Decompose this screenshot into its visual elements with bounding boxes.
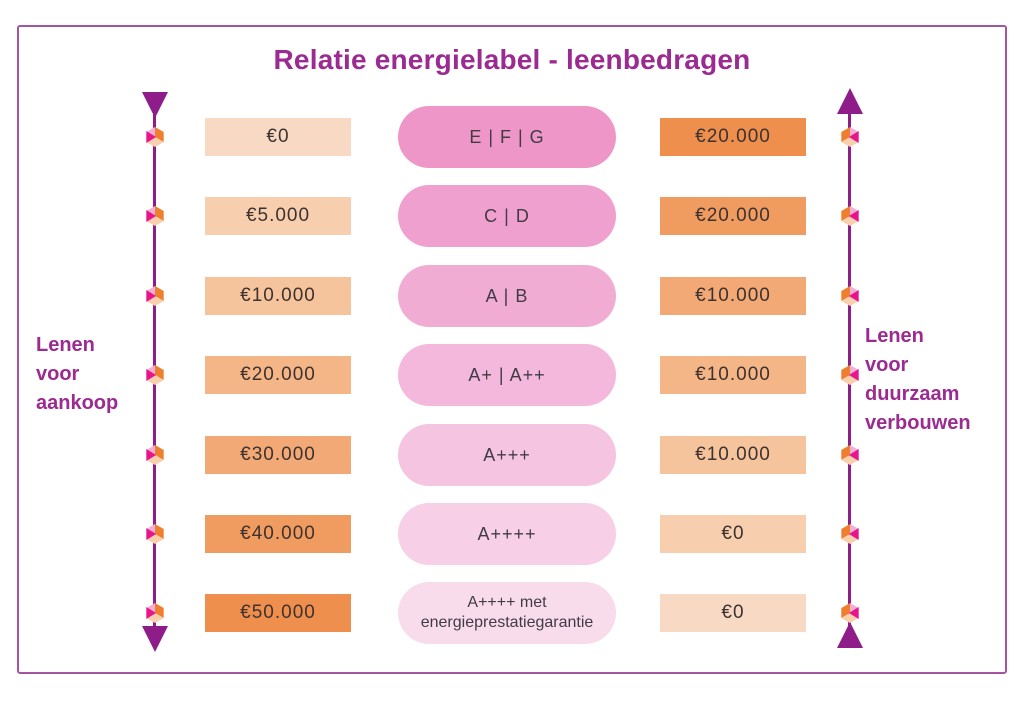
- energy-label-pill: A++++: [398, 503, 616, 565]
- axis-label-line: verbouwen: [865, 412, 971, 434]
- arrow-down-icon: [142, 626, 168, 652]
- cube-marker-icon: [841, 524, 859, 544]
- energy-label-pill: E | F | G: [398, 106, 616, 168]
- axis-label-line: voor: [36, 363, 80, 385]
- arrow-up-icon: [837, 622, 863, 648]
- cube-marker-icon: [841, 127, 859, 147]
- page-title: Relatie energielabel - leenbedragen: [273, 44, 751, 75]
- amount-box-aankoop: €40.000: [205, 515, 351, 553]
- axis-label-line: duurzaam: [865, 383, 960, 405]
- arrow-down-icon: [142, 92, 168, 118]
- cube-marker-icon: [146, 127, 164, 147]
- amount-box-verbouwen: €0: [660, 515, 806, 553]
- cube-marker-icon: [146, 286, 164, 306]
- amount-box-verbouwen: €0: [660, 594, 806, 632]
- axis-label-aankoop: Lenen voor aankoop: [36, 331, 118, 418]
- cube-marker-icon: [841, 365, 859, 385]
- energy-label-pill: A+++: [398, 424, 616, 486]
- axis-label-line: Lenen: [36, 334, 95, 356]
- axis-label-line: aankoop: [36, 392, 119, 414]
- axis-label-line: voor: [865, 354, 909, 376]
- amount-box-verbouwen: €20.000: [660, 197, 806, 235]
- amount-box-verbouwen: €10.000: [660, 277, 806, 315]
- cube-marker-icon: [841, 286, 859, 306]
- amount-box-aankoop: €30.000: [205, 436, 351, 474]
- amount-box-verbouwen: €10.000: [660, 436, 806, 474]
- amount-box-aankoop: €10.000: [205, 277, 351, 315]
- energy-label-pill: A++++ met energieprestatiegarantie: [398, 582, 616, 644]
- cube-marker-icon: [146, 365, 164, 385]
- cube-marker-icon: [146, 445, 164, 465]
- axis-label-verbouwen: Lenen voor duurzaam verbouwen: [865, 322, 971, 438]
- cube-marker-icon: [841, 445, 859, 465]
- amount-box-aankoop: €5.000: [205, 197, 351, 235]
- energy-label-pill: A | B: [398, 265, 616, 327]
- cube-marker-icon: [841, 206, 859, 226]
- amount-box-verbouwen: €20.000: [660, 118, 806, 156]
- cube-marker-icon: [146, 603, 164, 623]
- amount-box-aankoop: €20.000: [205, 356, 351, 394]
- arrow-up-icon: [837, 88, 863, 114]
- axis-label-line: Lenen: [865, 325, 924, 347]
- energy-label-pill: A+ | A++: [398, 344, 616, 406]
- energy-label-pill: C | D: [398, 185, 616, 247]
- amount-box-verbouwen: €10.000: [660, 356, 806, 394]
- cube-marker-icon: [841, 603, 859, 623]
- amount-box-aankoop: €50.000: [205, 594, 351, 632]
- cube-marker-icon: [146, 206, 164, 226]
- amount-box-aankoop: €0: [205, 118, 351, 156]
- cube-marker-icon: [146, 524, 164, 544]
